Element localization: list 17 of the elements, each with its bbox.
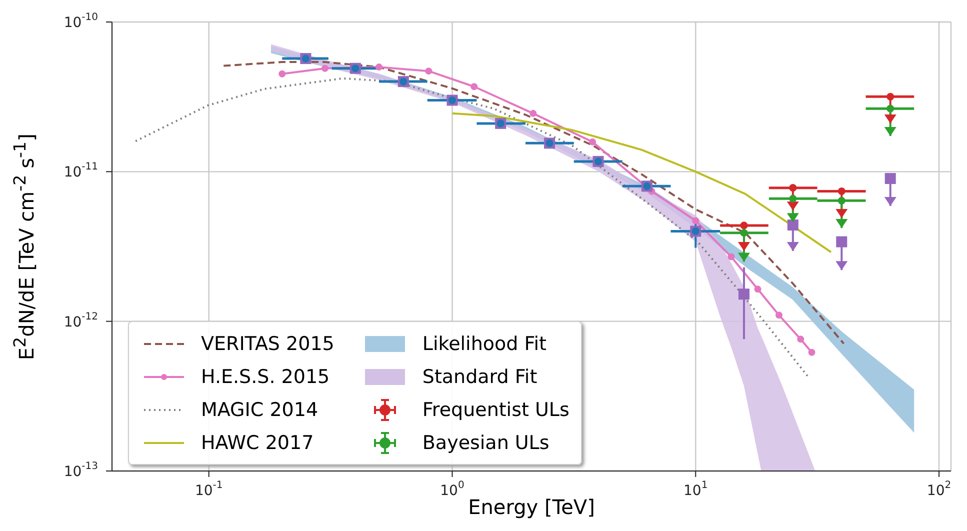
x-tick-label: 10$^{2}$: [926, 480, 952, 499]
legend-label: Standard Fit: [422, 366, 538, 388]
legend-label: Bayesian ULs: [422, 432, 550, 454]
legend-label: HAWC 2017: [201, 432, 314, 454]
y-tick-label: 10$^{-10}$: [64, 12, 98, 31]
y-tick-label: 10$^{-11}$: [64, 162, 98, 181]
x-tick-label: 10$^{0}$: [440, 480, 464, 499]
legend-label: MAGIC 2014: [201, 398, 318, 420]
y-tick-label: 10$^{-13}$: [64, 461, 98, 480]
legend-label: Frequentist ULs: [422, 398, 570, 420]
x-tick-label: 10$^{-1}$: [194, 480, 223, 499]
x-axis-title: Energy [TeV]: [468, 495, 595, 519]
legend-label: H.E.S.S. 2015: [201, 366, 330, 388]
legend-label: VERITAS 2015: [201, 332, 334, 354]
x-tick-label: 10$^{1}$: [684, 480, 708, 499]
y-tick-label: 10$^{-12}$: [64, 311, 98, 330]
legend-label: Likelihood Fit: [422, 332, 546, 354]
